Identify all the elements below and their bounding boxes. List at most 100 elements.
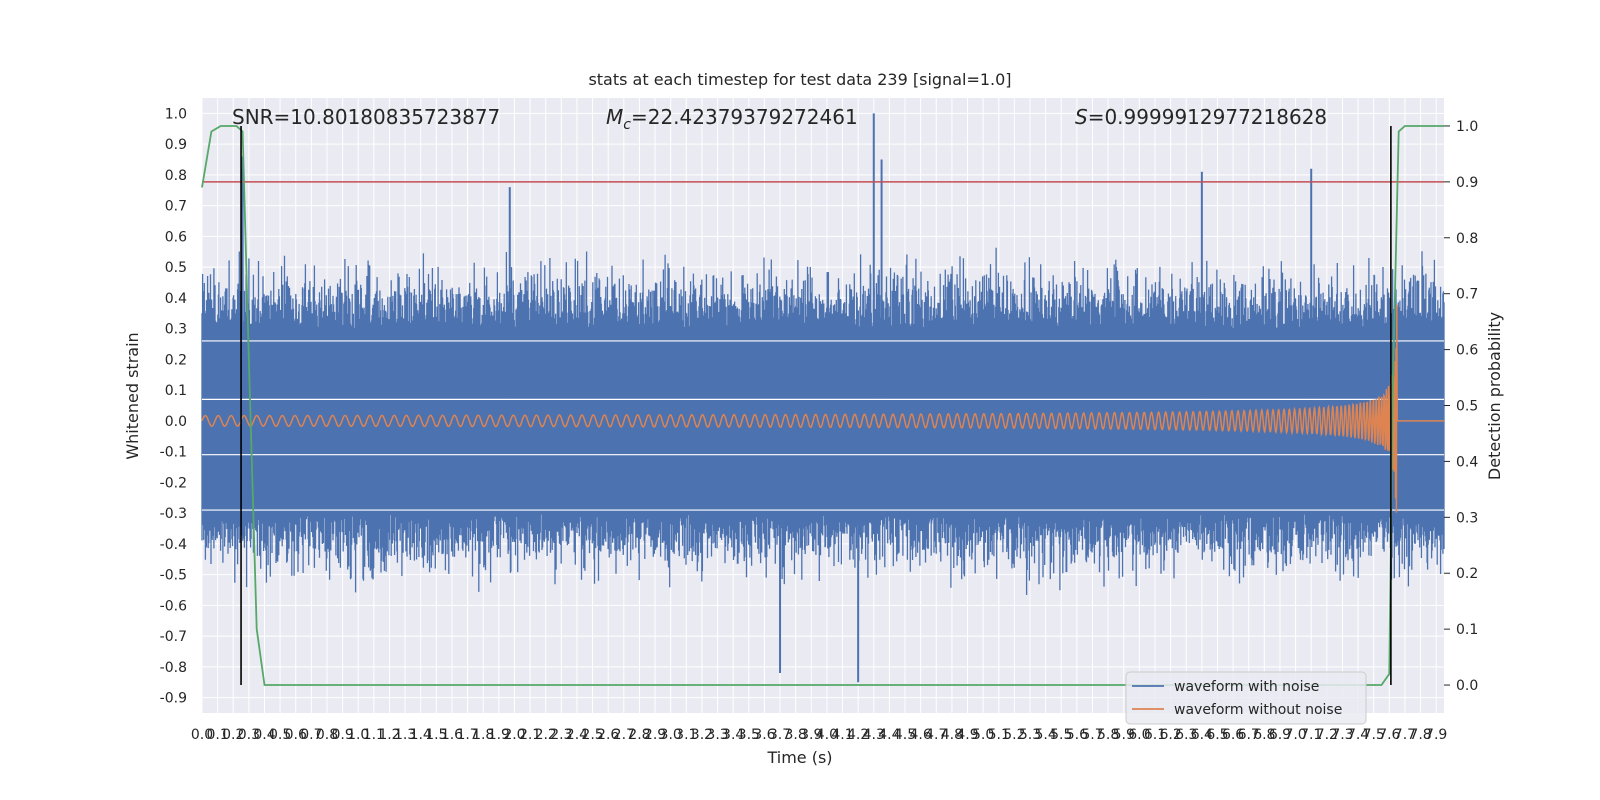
x-tick-label: 2.1 xyxy=(519,727,541,743)
x-tick-label: 0.5 xyxy=(269,727,291,743)
clean-waveform-line xyxy=(201,304,1444,513)
clean-waveform-series xyxy=(201,304,1444,513)
y-tick-label: -0.5 xyxy=(160,568,187,584)
x-tick-label: 2.5 xyxy=(581,727,603,743)
legend-label-clean: waveform without noise xyxy=(1174,702,1342,718)
x-tick-label: 3.5 xyxy=(738,727,760,743)
x-tick-label: 3.4 xyxy=(722,727,744,743)
x-tick-label: 7.1 xyxy=(1300,727,1322,743)
y2-axis-label: Detection probability xyxy=(1485,312,1504,480)
legend-box xyxy=(1125,671,1367,725)
x-tick-label: 6.9 xyxy=(1269,727,1291,743)
x-tick-label: 5.8 xyxy=(1097,727,1119,743)
x-tick-label: 2.6 xyxy=(597,727,619,743)
x-tick-label: 1.2 xyxy=(378,727,400,743)
x-tick-label: 7.2 xyxy=(1316,727,1338,743)
x-tick-label: 6.5 xyxy=(1206,727,1228,743)
y2-tick-label: 1.0 xyxy=(1456,119,1478,135)
x-tick-label: 1.4 xyxy=(410,727,432,743)
y-tick-label: 0.0 xyxy=(165,414,187,430)
x-tick-label: 1.6 xyxy=(441,727,463,743)
x-tick-label: 4.1 xyxy=(831,727,853,743)
y-tick-label: -0.6 xyxy=(160,598,187,614)
x-tick-label: 5.6 xyxy=(1066,727,1088,743)
chart-title: stats at each timestep for test data 239… xyxy=(588,70,1011,89)
x-tick-label: 2.4 xyxy=(566,727,588,743)
x-tick-label: 0.2 xyxy=(222,727,244,743)
x-tick-label: 2.2 xyxy=(535,727,557,743)
y-tick-label: 0.1 xyxy=(165,383,187,399)
x-tick-label: 0.1 xyxy=(206,727,228,743)
x-tick-label: 6.2 xyxy=(1159,727,1181,743)
y-tick-label: 0.4 xyxy=(165,291,187,307)
x-tick-label: 1.8 xyxy=(472,727,494,743)
x-tick-label: 0.0 xyxy=(191,727,213,743)
x-tick-label: 5.1 xyxy=(988,727,1010,743)
y2-tick-label: 0.3 xyxy=(1456,510,1478,526)
x-tick-label: 4.4 xyxy=(878,727,900,743)
y-tick-label: 0.5 xyxy=(165,260,187,276)
x-axis-label: Time (s) xyxy=(766,748,832,767)
s-symbol: S xyxy=(1075,105,1088,129)
y-tick-label: -0.4 xyxy=(160,537,187,553)
x-tick-label: 6.3 xyxy=(1175,727,1197,743)
y2-tick-label: 0.7 xyxy=(1456,287,1478,303)
x-tick-label: 0.4 xyxy=(253,727,275,743)
x-tick-label: 3.1 xyxy=(675,727,697,743)
horizontal-reference-lines xyxy=(202,340,1444,511)
x-tick-label: 5.7 xyxy=(1081,727,1103,743)
x-tick-label: 1.7 xyxy=(456,727,478,743)
y-tick-label: -0.1 xyxy=(160,445,187,461)
x-tick-label: 6.8 xyxy=(1253,727,1275,743)
y2-tick-label: 0.1 xyxy=(1456,622,1478,638)
vertical-markers xyxy=(240,125,1392,686)
x-tick-label: 0.6 xyxy=(285,727,307,743)
x-tick-label: 3.0 xyxy=(660,727,682,743)
y-tick-label: 0.2 xyxy=(165,352,187,368)
chirp-mass-subscript: c xyxy=(623,117,631,133)
x-tick-label: 7.5 xyxy=(1363,727,1385,743)
x-tick-label: 4.3 xyxy=(863,727,885,743)
legend: waveform with noise waveform without noi… xyxy=(1125,671,1367,725)
x-tick-label: 7.3 xyxy=(1331,727,1353,743)
x-tick-label: 2.9 xyxy=(644,727,666,743)
x-tick-label: 2.7 xyxy=(613,727,635,743)
detection-probability-line xyxy=(201,125,1444,686)
x-tick-label: 1.3 xyxy=(394,727,416,743)
x-tick-label: 1.1 xyxy=(363,727,385,743)
y-tick-label: 1.0 xyxy=(165,106,187,122)
x-tick-label: 6.1 xyxy=(1144,727,1166,743)
x-tick-label: 3.2 xyxy=(691,727,713,743)
x-tick-label: 6.7 xyxy=(1238,727,1260,743)
x-axis-ticks: 0.00.10.20.30.40.50.60.70.80.91.01.11.21… xyxy=(191,727,1447,743)
x-tick-label: 2.0 xyxy=(503,727,525,743)
x-tick-label: 3.8 xyxy=(785,727,807,743)
x-tick-label: 7.9 xyxy=(1425,727,1447,743)
x-tick-label: 2.8 xyxy=(628,727,650,743)
x-tick-label: 0.7 xyxy=(300,727,322,743)
x-tick-label: 3.3 xyxy=(706,727,728,743)
x-tick-label: 4.0 xyxy=(816,727,838,743)
y2-tick-label: 0.4 xyxy=(1456,454,1478,470)
x-tick-label: 5.2 xyxy=(1003,727,1025,743)
y-tick-label: -0.8 xyxy=(160,660,187,676)
x-tick-label: 0.3 xyxy=(238,727,260,743)
x-tick-label: 3.6 xyxy=(753,727,775,743)
x-tick-label: 7.8 xyxy=(1409,727,1431,743)
x-tick-label: 0.9 xyxy=(331,727,353,743)
legend-label-noisy: waveform with noise xyxy=(1174,679,1319,695)
x-tick-label: 1.9 xyxy=(488,727,510,743)
y2-tick-label: 0.6 xyxy=(1456,343,1478,359)
x-tick-label: 6.4 xyxy=(1191,727,1213,743)
x-tick-label: 5.3 xyxy=(1019,727,1041,743)
y-tick-label: -0.3 xyxy=(160,506,187,522)
x-tick-label: 1.0 xyxy=(347,727,369,743)
detection-probability-series xyxy=(201,125,1444,686)
y-axis-right-ticks: 1.0 0.9 0.8 0.7 0.6 0.5 0.4 0.3 0.2 0.1 0.0 xyxy=(1444,119,1478,694)
x-tick-label: 2.3 xyxy=(550,727,572,743)
y2-tick-label: 0.9 xyxy=(1456,175,1478,191)
x-tick-label: 5.4 xyxy=(1034,727,1056,743)
x-tick-label: 5.9 xyxy=(1113,727,1135,743)
s-value: =0.9999912977218628 xyxy=(1088,105,1327,129)
